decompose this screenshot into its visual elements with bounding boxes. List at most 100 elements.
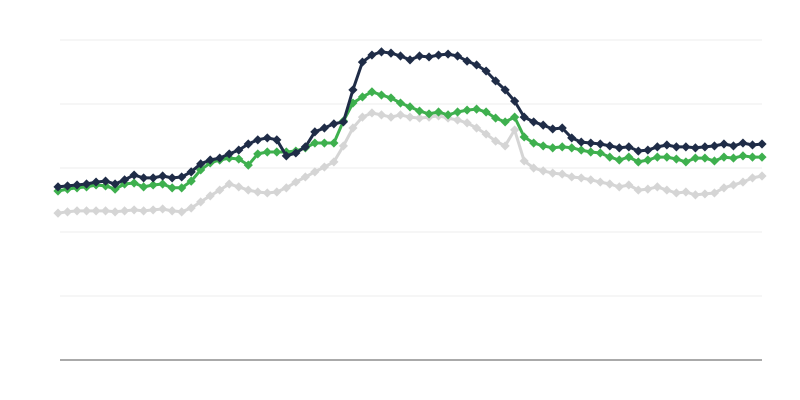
data-point-marker [215,153,225,163]
data-point-marker [452,115,463,125]
data-point-marker [481,129,491,139]
data-point-marker [310,138,320,148]
data-point-marker [253,149,263,159]
data-point-marker [319,138,329,148]
data-point-marker [757,152,767,162]
data-point-marker [243,139,253,149]
data-point-marker [576,173,586,183]
data-point-marker [186,167,196,177]
data-point-marker [595,177,605,187]
data-point-marker [253,135,263,145]
data-point-marker [491,113,501,123]
data-point-marker [310,167,320,177]
data-point-marker [319,123,329,133]
data-point-marker [595,139,605,149]
data-point-marker [433,50,444,60]
series-dark-navy [53,47,767,192]
data-point-marker [605,152,615,162]
data-point-marker [148,205,158,215]
data-point-marker [72,180,82,190]
data-point-marker [681,142,691,152]
data-point-marker [557,142,567,152]
data-point-marker [348,85,358,95]
data-point-marker [158,179,168,189]
data-point-marker [709,156,720,166]
data-point-marker [253,187,263,197]
data-point-marker [167,206,177,216]
data-point-marker [471,104,482,114]
data-point-marker [357,57,368,67]
data-point-marker [129,170,139,180]
data-point-marker [567,172,577,182]
data-point-marker [81,206,92,216]
data-point-marker [186,203,196,213]
data-point-marker [386,93,396,103]
data-point-marker [215,185,225,195]
data-point-marker [624,142,634,152]
data-point-marker [158,204,168,214]
data-point-marker [719,139,729,149]
data-point-marker [643,145,653,155]
data-point-marker [471,60,482,70]
data-point-marker [405,102,415,112]
data-point-marker [529,163,539,173]
data-point-marker [662,185,672,195]
data-point-marker [700,142,710,152]
data-point-marker [462,56,472,66]
data-point-marker [690,153,701,163]
data-point-marker [53,208,63,218]
data-point-marker [671,154,681,164]
data-point-marker [119,206,130,216]
data-point-marker [91,177,101,187]
data-point-marker [757,139,767,149]
data-point-marker [548,143,558,153]
data-point-marker [519,156,529,166]
data-point-marker [757,171,767,181]
data-point-marker [557,123,567,133]
data-point-marker [148,180,158,190]
data-point-marker [129,178,139,188]
data-point-marker [91,206,101,216]
data-point-marker [158,171,168,181]
data-point-marker [662,152,672,162]
data-point-marker [538,120,548,130]
data-point-marker [367,50,377,60]
data-point-marker [510,112,520,122]
series-light-gray [53,108,767,218]
data-point-marker [177,207,187,217]
data-point-marker [557,169,567,179]
data-point-marker [529,117,539,127]
data-point-marker [205,155,215,165]
data-point-marker [405,112,415,122]
data-point-marker [110,207,120,217]
data-point-marker [671,142,681,152]
data-point-marker [177,172,187,182]
data-point-marker [681,157,691,167]
data-point-marker [338,141,349,151]
data-point-marker [424,52,434,62]
data-point-marker [367,87,377,97]
data-point-marker [633,157,643,167]
data-point-marker [110,179,120,189]
data-point-marker [738,138,748,148]
data-point-marker [414,113,425,123]
data-point-marker [62,181,73,191]
data-point-marker [329,157,339,167]
data-point-marker [709,188,720,198]
data-point-marker [576,145,586,155]
data-point-marker [167,183,177,193]
data-point-marker [129,205,139,215]
data-point-marker [338,117,349,127]
data-point-marker [519,132,529,142]
data-point-marker [348,98,358,108]
data-point-marker [100,176,111,186]
data-point-marker [414,106,425,116]
data-point-marker [576,137,586,147]
data-point-marker [643,155,653,165]
data-point-marker [548,168,558,178]
data-point-marker [386,112,396,122]
data-point-marker [747,152,758,162]
data-point-marker [119,175,130,185]
data-point-marker [281,183,291,193]
